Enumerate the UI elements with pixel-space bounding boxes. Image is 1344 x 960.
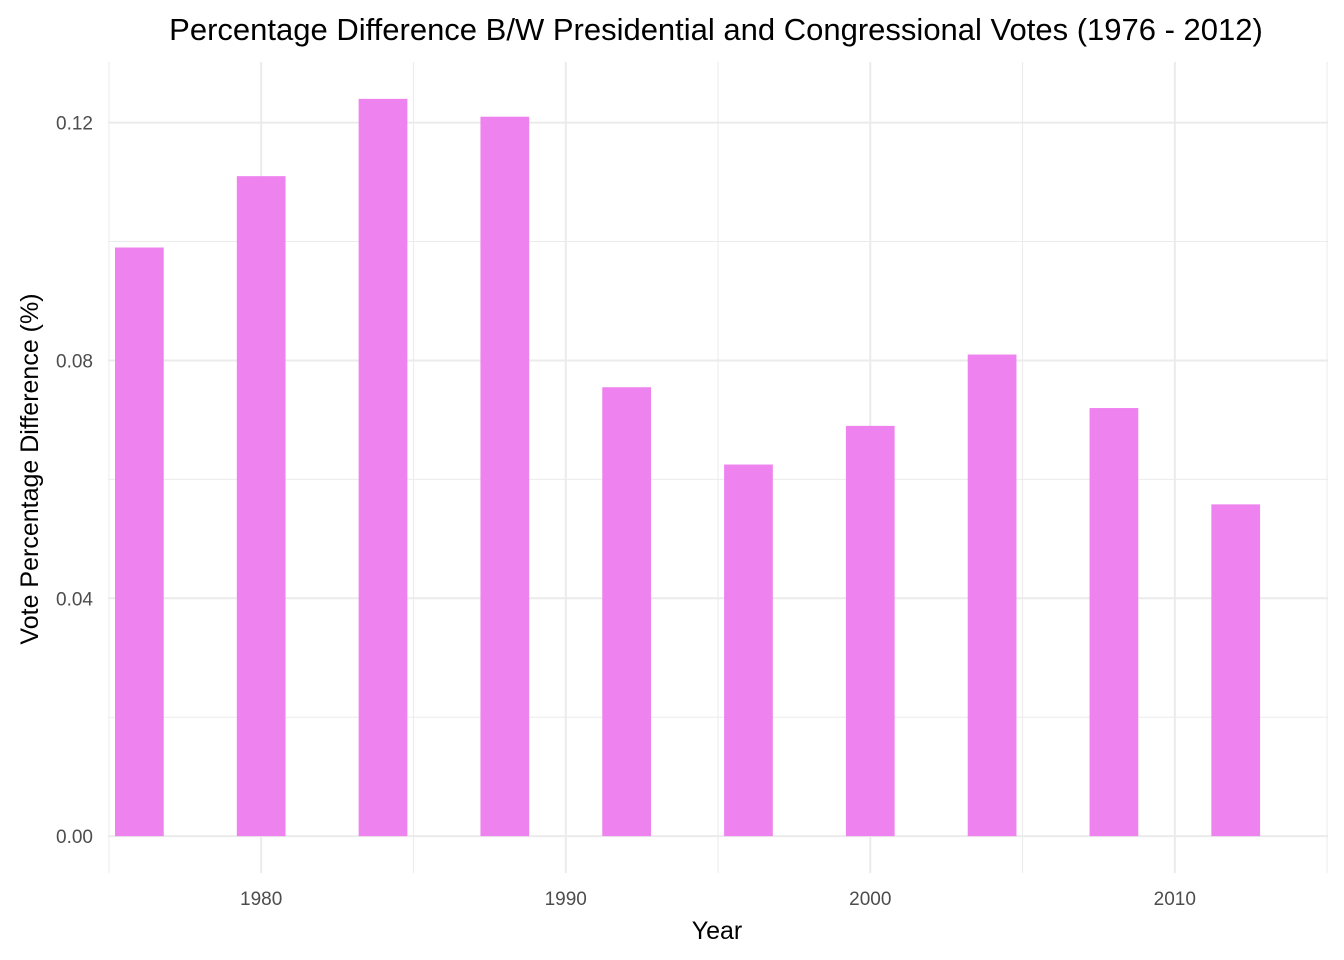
bar-1988 [480, 116, 530, 837]
y-axis-tick-labels: 0.00 0.04 0.08 0.12 [56, 114, 93, 848]
bar-1976 [115, 247, 164, 837]
bar-2008 [1089, 408, 1139, 837]
x-axis-title: Year [692, 917, 743, 945]
bar-2000 [845, 425, 895, 837]
x-tick-label: 2010 [1154, 889, 1196, 910]
bar-1980 [236, 176, 286, 837]
chart-title: Percentage Difference B/W Presidential a… [169, 12, 1263, 47]
bar-1984 [358, 98, 408, 837]
y-tick-label: 0.12 [56, 114, 93, 135]
bar-1996 [724, 464, 773, 837]
x-tick-label: 1980 [240, 889, 282, 910]
x-tick-label: 2000 [849, 889, 891, 910]
y-tick-label: 0.00 [56, 827, 93, 848]
x-tick-label: 1990 [545, 889, 587, 910]
y-axis-title: Vote Percentage Difference (%) [16, 293, 44, 644]
bar-2004 [967, 354, 1017, 837]
x-axis-tick-labels: 1980 1990 2000 2010 [240, 889, 1196, 910]
bars [115, 98, 1261, 837]
bar-1992 [602, 387, 652, 837]
bar-2012 [1211, 504, 1261, 837]
minor-gridlines [108, 62, 1328, 873]
y-tick-label: 0.04 [56, 589, 93, 610]
y-tick-label: 0.08 [56, 351, 93, 372]
